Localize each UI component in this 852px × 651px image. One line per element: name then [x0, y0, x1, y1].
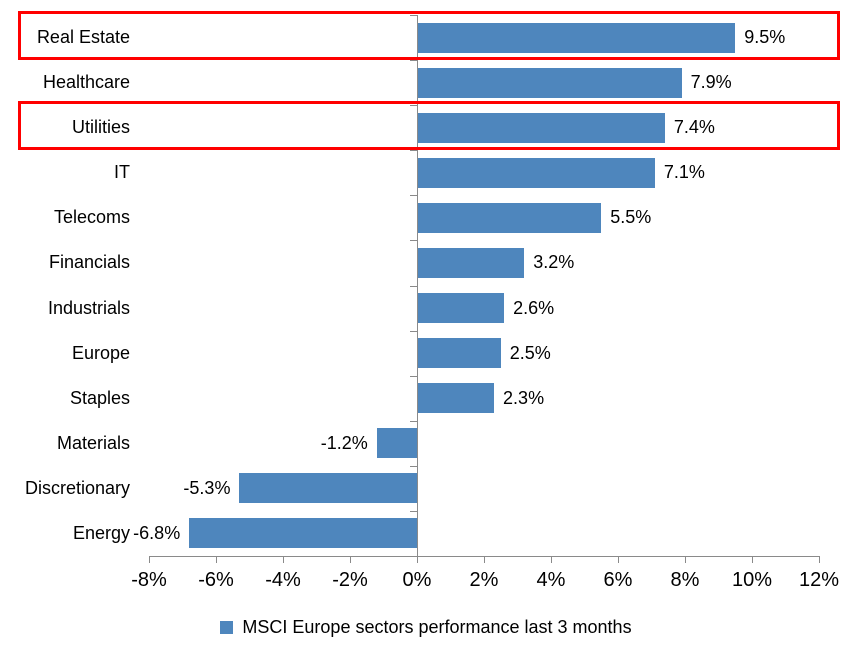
data-label: 7.9%	[690, 72, 732, 93]
y-axis-tick	[410, 375, 417, 377]
bar	[189, 518, 417, 549]
data-label: 3.2%	[533, 252, 575, 273]
x-axis-tick	[752, 556, 753, 563]
category-label: Financials	[48, 252, 130, 273]
x-axis-tick-label: 10%	[731, 569, 773, 591]
bar	[417, 338, 501, 369]
category-label: Energy	[72, 522, 130, 543]
data-label: 2.6%	[513, 297, 555, 318]
category-label: Materials	[56, 432, 130, 453]
x-axis-tick-label: -8%	[131, 569, 167, 591]
category-label: Utilities	[71, 117, 130, 138]
legend: MSCI Europe sectors performance last 3 m…	[0, 611, 852, 643]
legend-marker-icon	[220, 620, 234, 634]
bar	[417, 202, 602, 233]
x-axis-tick-label: 0%	[402, 569, 432, 591]
x-axis-tick-label: -4%	[265, 569, 301, 591]
bar	[239, 473, 417, 504]
x-axis-tick	[551, 556, 552, 563]
x-axis-tick	[819, 556, 820, 563]
y-axis-tick	[410, 15, 417, 16]
x-axis-tick	[484, 556, 485, 563]
y-axis-tick	[410, 510, 417, 512]
bar	[417, 383, 495, 414]
category-label: Europe	[71, 342, 130, 363]
bar	[417, 293, 505, 324]
x-axis-tick-label: -2%	[332, 569, 368, 591]
data-label: -6.8%	[133, 522, 181, 543]
y-axis-tick	[410, 240, 417, 242]
y-axis-tick	[410, 465, 417, 467]
data-label: -5.3%	[183, 477, 231, 498]
x-axis-tick	[149, 556, 150, 563]
x-axis-tick-label: -6%	[198, 569, 234, 591]
x-axis-tick-label: 8%	[670, 569, 700, 591]
x-axis-tick	[283, 556, 284, 563]
x-axis-tick-label: 12%	[798, 569, 840, 591]
category-label: Industrials	[47, 297, 130, 318]
category-label: Healthcare	[42, 72, 130, 93]
bar	[376, 428, 417, 459]
bar	[417, 22, 736, 53]
y-axis-line	[417, 15, 418, 563]
category-label: Discretionary	[24, 477, 130, 498]
y-axis-tick	[410, 420, 417, 422]
x-axis-tick	[685, 556, 686, 563]
y-axis-tick	[410, 150, 417, 152]
highlight-box-utilities	[18, 101, 840, 151]
category-label: Staples	[69, 387, 130, 408]
data-label: 5.5%	[610, 207, 652, 228]
x-axis-tick	[618, 556, 619, 563]
data-label: 7.4%	[673, 117, 715, 138]
y-axis-tick	[410, 105, 417, 107]
bar	[417, 157, 655, 188]
x-axis-tick-label: 4%	[536, 569, 566, 591]
bar	[417, 112, 665, 143]
y-axis-tick	[410, 195, 417, 197]
legend-label: MSCI Europe sectors performance last 3 m…	[242, 616, 632, 637]
y-axis-tick	[410, 60, 417, 62]
x-axis-tick-label: 6%	[603, 569, 633, 591]
y-axis-tick	[410, 285, 417, 287]
data-label: 2.5%	[509, 342, 551, 363]
data-label: 9.5%	[744, 27, 786, 48]
data-label: 2.3%	[503, 387, 545, 408]
y-axis-tick	[410, 556, 417, 557]
category-label: Telecoms	[53, 207, 130, 228]
bar	[417, 67, 682, 98]
category-label: IT	[114, 162, 130, 183]
y-axis-tick	[410, 330, 417, 332]
data-label: 7.1%	[663, 162, 705, 183]
category-label: Real Estate	[36, 27, 130, 48]
bar	[417, 247, 525, 278]
data-label: -1.2%	[320, 432, 368, 453]
x-axis-tick	[216, 556, 217, 563]
x-axis-tick	[350, 556, 351, 563]
x-axis-tick-label: 2%	[469, 569, 499, 591]
highlight-box-real-estate	[18, 11, 840, 61]
